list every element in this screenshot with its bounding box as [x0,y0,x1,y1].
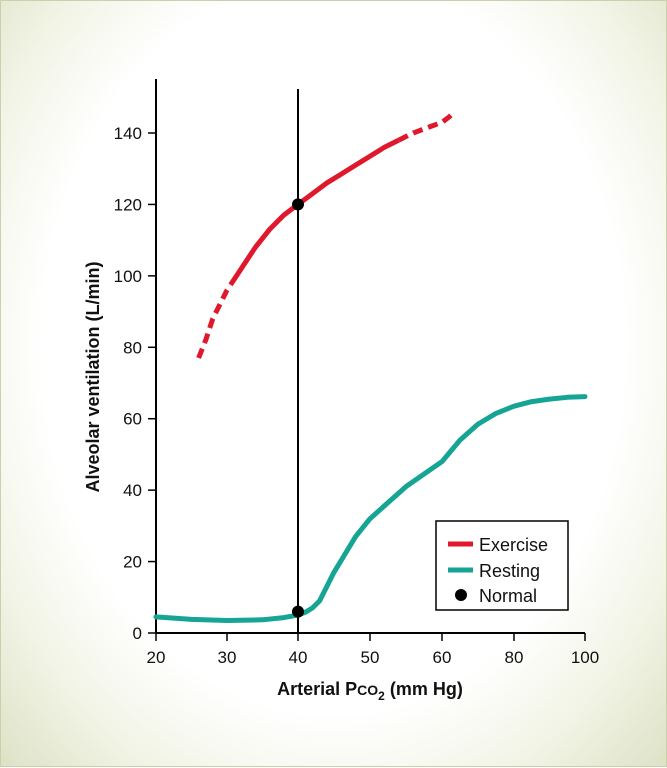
legend-label-normal: Normal [479,586,537,606]
x-tick-label: 100 [571,648,599,667]
x-tick-label: 20 [147,648,166,667]
x-tick-label: 80 [505,648,524,667]
y-tick-label: 80 [123,338,142,357]
legend-label-resting: Resting [479,561,540,581]
series-line-exercise-dashed [397,111,455,143]
y-tick-label: 60 [123,410,142,429]
x-tick-label: 50 [361,648,380,667]
series-line-resting [153,394,588,623]
tick-group: 20 30 40 50 60 80 100 0 20 40 60 80 100 120 140 [114,124,600,667]
legend: Exercise Resting Normal [435,520,569,611]
points-layer [292,198,304,618]
y-axis-title: Alveolar ventilation (L/min) [83,261,103,492]
x-tick-label: 40 [289,648,308,667]
x-tick-label: 60 [433,648,452,667]
x-axis-title-unit: (mm Hg) [385,679,463,699]
normal-point [292,605,304,618]
x-axis-title: Arterial PCO2 (mm Hg) [277,679,463,703]
y-tick-label: 120 [114,195,142,214]
series-line-exercise-solid [228,137,400,287]
x-tick-label: 30 [218,648,237,667]
y-tick-label: 140 [114,124,142,143]
x-axis-title-smallcaps: CO [357,682,378,698]
y-tick-label: 0 [133,624,142,643]
normal-point [292,198,304,211]
y-tick-label: 20 [123,553,142,572]
y-tick-label: 100 [114,267,142,286]
legend-marker-normal [455,589,467,601]
legend-label-exercise: Exercise [479,535,548,555]
y-tick-label: 40 [123,481,142,500]
x-axis-title-subscript: 2 [378,689,385,703]
series-layer [153,111,588,623]
x-axis-title-main: Arterial P [277,679,357,699]
series-line-exercise-dashed [196,283,233,359]
